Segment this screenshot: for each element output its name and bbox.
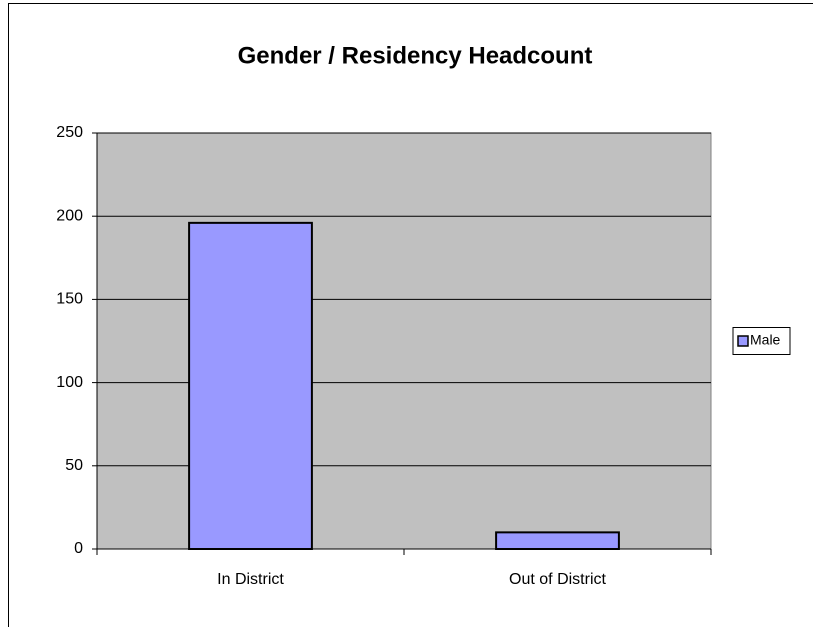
bar [188,221,313,551]
y-tick-label: 0 [74,540,83,557]
y-tick-label: 200 [56,207,83,224]
x-tick-label: In District [217,571,284,588]
legend-swatch [737,335,749,347]
x-tick-label: Out of District [509,571,606,588]
y-tick-label: 250 [56,124,83,141]
y-tick-label: 50 [65,457,83,474]
chart-title: Gender / Residency Headcount [238,42,593,69]
legend-label: Male [750,332,781,348]
bar [495,531,620,550]
y-tick-label: 150 [56,291,83,308]
y-tick-label: 100 [56,374,83,391]
